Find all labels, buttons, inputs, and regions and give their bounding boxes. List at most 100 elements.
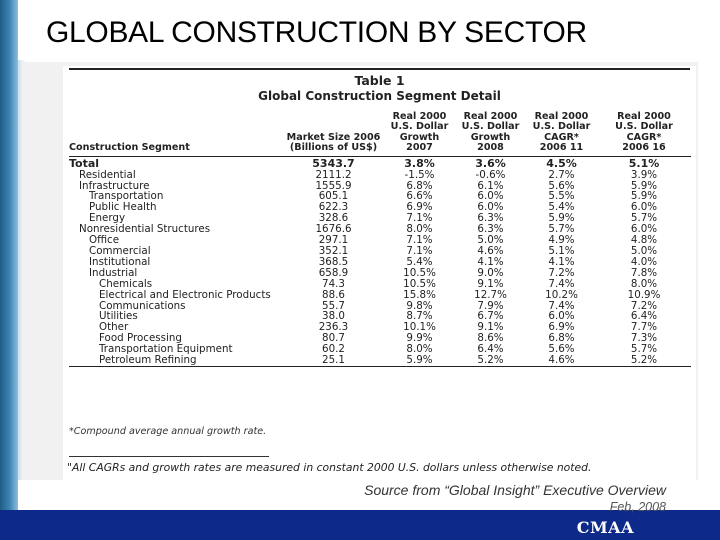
- g2007-cell: 10.1%: [403, 322, 436, 334]
- g2008-cell: -0.6%: [475, 169, 506, 181]
- cagr11-cell: 5.9%: [548, 213, 575, 225]
- header-construction-segment: Construction Segment: [69, 112, 283, 157]
- header-line: U.S. Dollar: [615, 121, 673, 133]
- footnote-rule: [69, 456, 269, 457]
- cagr11-cell: 7.4%: [548, 300, 575, 312]
- g2007-cell: 10.5%: [403, 267, 436, 279]
- g2007-cell: 5.9%: [384, 355, 455, 367]
- cagr11-cell: 6.0%: [548, 311, 575, 323]
- g2008-cell: 6.1%: [477, 180, 504, 192]
- table-row: Electrical and Electronic Products 88.6 15…: [69, 290, 691, 301]
- market-cell: 605.1: [318, 191, 349, 203]
- segment-name-cell: Total: [69, 156, 100, 170]
- g2008-cell: 6.0%: [477, 202, 504, 214]
- market-cell: 55.7: [322, 300, 345, 312]
- cagr16-cell: 5.1%: [628, 156, 660, 170]
- g2008-cell: 12.7%: [474, 289, 507, 301]
- cagr16-cell: 5.2%: [597, 355, 691, 367]
- segment-name-cell: Utilities: [99, 311, 138, 323]
- market-cell: 88.6: [322, 289, 345, 301]
- header-line: CAGR*: [626, 131, 662, 143]
- segment-name-cell: Institutional: [89, 256, 151, 268]
- cagr16-cell: 5.9%: [630, 180, 658, 192]
- cagr11-cell: 10.2%: [545, 289, 578, 301]
- table-row: Transportation Equipment 60.2 8.0% 6.4% 5.6%…: [69, 344, 691, 355]
- brand-logo-text: CMAA: [576, 518, 634, 537]
- g2007-cell: -1.5%: [404, 169, 435, 181]
- g2008-cell: 4.1%: [477, 256, 504, 268]
- table-header-row: Construction Segment Market Size 2006 (Bi…: [69, 111, 691, 157]
- g2007-cell: 8.7%: [406, 311, 433, 323]
- header-cagr-2006-11: Real 2000 U.S. Dollar CAGR* 2006 11: [526, 111, 597, 157]
- header-growth-2007: Real 2000 U.S. Dollar Growth 2007: [384, 111, 455, 157]
- header-line: U.S. Dollar: [532, 121, 591, 133]
- header-line: Real 2000: [463, 111, 518, 122]
- cagr11-cell: 4.5%: [546, 156, 577, 170]
- segment-table: Construction Segment Market Size 2006 (Bi…: [69, 111, 691, 367]
- cagr11-cell: 7.2%: [548, 267, 575, 279]
- cagr16-cell: 4.0%: [630, 256, 658, 268]
- table-row: Industrial 658.9 10.5% 9.0% 7.2% 7.8%: [69, 268, 691, 279]
- header-line: Growth: [399, 131, 440, 143]
- segment-name-cell: Infrastructure: [79, 180, 150, 192]
- market-cell: 622.3: [318, 202, 349, 214]
- cagr16-cell: 7.7%: [630, 322, 658, 334]
- table-row: Office 297.1 7.1% 5.0% 4.9% 4.8%: [69, 235, 691, 246]
- table-row: Food Processing 80.7 9.9% 8.6% 6.8% 7.3%: [69, 333, 691, 344]
- cagr11-cell: 5.1%: [548, 245, 575, 257]
- cagr11-cell: 4.6%: [526, 355, 597, 367]
- g2008-cell: 6.3%: [477, 213, 504, 225]
- g2007-cell: 7.1%: [406, 235, 433, 246]
- g2007-cell: 6.9%: [406, 202, 433, 214]
- g2008-cell: 5.0%: [477, 235, 504, 246]
- market-cell: 368.5: [318, 256, 349, 268]
- cagr16-cell: 6.0%: [630, 202, 658, 214]
- segment-name-cell: Chemicals: [99, 278, 153, 290]
- cagr16-cell: 5.7%: [630, 344, 658, 356]
- segment-name-cell: Transportation: [89, 191, 164, 203]
- header-line: 2007: [406, 142, 433, 154]
- table-row: Nonresidential Structures 1676.6 8.0% 6.3% 5…: [69, 224, 691, 235]
- g2008-cell: 9.1%: [477, 278, 504, 290]
- g2007-cell: 10.5%: [403, 278, 436, 290]
- cagr16-cell: 10.9%: [627, 289, 661, 301]
- g2007-cell: 9.9%: [406, 333, 433, 345]
- cagr11-cell: 7.4%: [548, 278, 575, 290]
- source-citation: Source from “Global Insight” Executive O…: [364, 482, 666, 498]
- segment-name-cell: Electrical and Electronic Products: [99, 289, 271, 301]
- cagr11-cell: 5.6%: [548, 180, 575, 192]
- cagr11-cell: 2.7%: [548, 169, 575, 181]
- header-segment-text: Construction Segment: [69, 142, 190, 154]
- header-line: U.S. Dollar: [461, 121, 520, 133]
- segment-name-cell: Communications: [99, 300, 186, 312]
- cagr16-cell: 7.3%: [630, 333, 658, 345]
- header-line: Real 2000: [617, 111, 671, 122]
- segment-name-cell: Nonresidential Structures: [79, 224, 211, 236]
- segment-name-cell: Other: [99, 322, 129, 334]
- g2007-cell: 9.8%: [406, 300, 433, 312]
- segment-name-cell: Commercial: [89, 245, 151, 257]
- market-cell: 25.1: [283, 355, 384, 367]
- segment-name-cell: Public Health: [89, 202, 157, 214]
- g2008-cell: 3.6%: [475, 156, 506, 170]
- cagr16-cell: 4.8%: [630, 235, 658, 246]
- table-row: Commercial 352.1 7.1% 4.6% 5.1% 5.0%: [69, 246, 691, 257]
- table-row: Institutional 368.5 5.4% 4.1% 4.1% 4.0%: [69, 257, 691, 268]
- market-cell: 658.9: [318, 267, 349, 279]
- segment-name-cell: Residential: [79, 169, 136, 181]
- left-accent-bar: [0, 0, 18, 540]
- segment-name-cell: Office: [89, 235, 120, 246]
- table-title: Table 1: [354, 73, 405, 88]
- cagr11-cell: 6.8%: [548, 333, 575, 345]
- cagr11-cell: 5.4%: [548, 202, 575, 214]
- table-body: Total 5343.7 3.8% 3.6% 4.5% 5.1% Residential 21…: [69, 156, 691, 367]
- segment-name-cell: Transportation Equipment: [99, 344, 233, 356]
- table-row: Communications 55.7 9.8% 7.9% 7.4% 7.2%: [69, 301, 691, 312]
- market-cell: 80.7: [322, 333, 345, 345]
- cagr11-cell: 5.6%: [548, 344, 575, 356]
- table-subtitle: Global Construction Segment Detail: [258, 89, 501, 103]
- cagr16-cell: 6.0%: [630, 224, 658, 236]
- table-row: Energy 328.6 7.1% 6.3% 5.9% 5.7%: [69, 213, 691, 224]
- market-cell: 5343.7: [312, 156, 355, 170]
- header-line: Market Size 2006: [286, 131, 381, 143]
